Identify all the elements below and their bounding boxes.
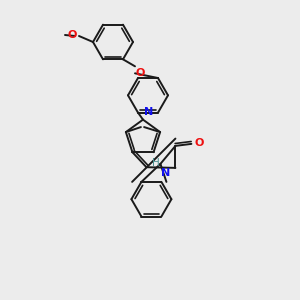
Text: N: N <box>144 106 153 117</box>
Text: N: N <box>161 168 171 178</box>
Text: O: O <box>194 138 204 148</box>
Text: H: H <box>152 158 160 168</box>
Text: O: O <box>135 68 144 78</box>
Text: O: O <box>68 30 77 40</box>
